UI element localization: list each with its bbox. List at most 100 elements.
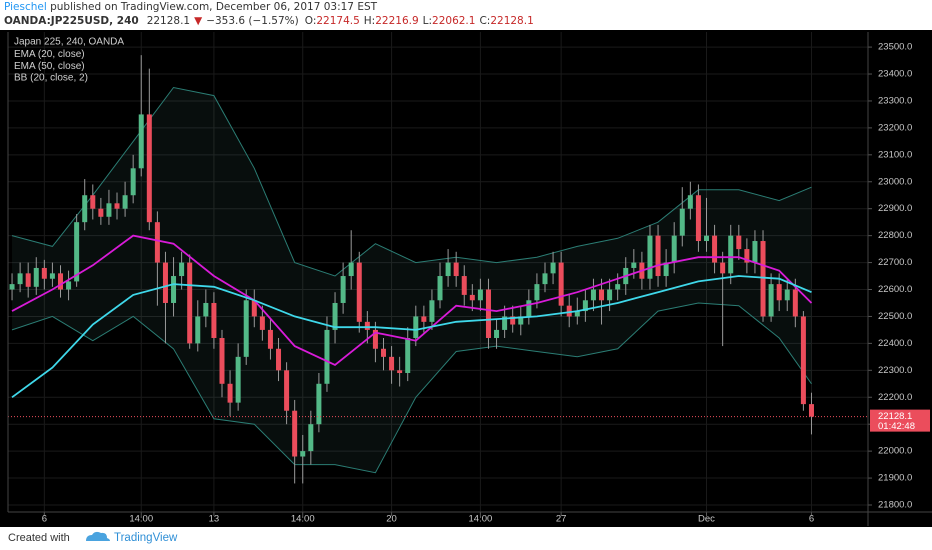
last: 22128.1 [147, 15, 190, 27]
candle-body [526, 300, 532, 317]
y-tick-label: 22000.0 [878, 446, 912, 457]
candle-body [792, 289, 798, 317]
candle-body [405, 337, 411, 374]
candle-body [57, 273, 63, 290]
bb-lower [11, 302, 812, 474]
ema-line [11, 234, 813, 366]
candle-body [712, 235, 718, 263]
down-arrow: ▼ [194, 15, 203, 27]
candle-body [9, 284, 15, 290]
x-tick-label: Dec [698, 514, 715, 525]
candle-body [74, 222, 80, 282]
candle-body [82, 195, 88, 223]
candle-body [461, 276, 467, 295]
candle-body [340, 276, 346, 303]
candle-body [687, 195, 693, 209]
c-value: 22128.1 [490, 15, 533, 27]
legend-entry: EMA (20, close) [14, 49, 85, 60]
plot: 21800.021900.022000.022100.022200.022300… [8, 32, 912, 525]
y-tick-label: 23500.0 [878, 42, 912, 53]
candle-body [784, 289, 790, 301]
y-tick-label: 23400.0 [878, 69, 912, 80]
candle-body [744, 249, 750, 263]
candle-body [348, 262, 354, 277]
y-tick-label: 23100.0 [878, 149, 912, 160]
candle-body [300, 451, 306, 457]
candle-body [364, 321, 370, 330]
c-label: C: [479, 15, 490, 27]
candle-body [114, 203, 120, 209]
candle-body [695, 195, 701, 242]
candle-body [25, 273, 31, 287]
candle-body [324, 329, 330, 384]
candle-body [276, 348, 282, 371]
candle-body [445, 262, 451, 277]
candle-body [477, 289, 483, 301]
candle-body [413, 316, 419, 338]
candle-body [453, 262, 459, 277]
quote-line: OANDA:JP225USD, 240 22128.1 ▼ −353.6 (−1.57… [4, 15, 534, 27]
x-tick-label: 14:00 [291, 514, 315, 525]
y-tick-label: 22200.0 [878, 392, 912, 403]
candle-body [66, 281, 72, 290]
symbol: OANDA:JP225USD, 240 [4, 15, 139, 27]
candle-body [485, 289, 491, 338]
candle-body [130, 168, 136, 196]
h-value: 22216.9 [375, 15, 418, 27]
candle-body [308, 424, 314, 452]
candle-body [49, 273, 55, 279]
candle-body [122, 195, 128, 209]
candle-body [195, 316, 201, 344]
candle-body [162, 262, 168, 303]
candle-body [703, 235, 710, 242]
change: −353.6 (−1.57%) [206, 15, 299, 27]
legend-entry: BB (20, close, 2) [14, 73, 88, 84]
y-tick-label: 22800.0 [878, 230, 912, 241]
candle-body [582, 300, 588, 312]
candle-body [437, 276, 443, 301]
y-tick-label: 22300.0 [878, 365, 912, 376]
candle-body [179, 262, 185, 277]
bb-upper [11, 86, 812, 277]
candle-body [566, 305, 572, 317]
candle-body [267, 329, 273, 349]
candle-body [655, 235, 661, 277]
candle-body [332, 302, 338, 330]
candle-body [138, 114, 144, 169]
candle-body [397, 370, 403, 374]
bb-fill [12, 87, 812, 473]
candle-body [356, 262, 362, 322]
author[interactable]: Pieschel [4, 1, 47, 13]
x-tick-label: 14:00 [129, 514, 153, 525]
ema-line [11, 275, 812, 399]
created-with: Created with [8, 532, 70, 544]
o-value: 22174.5 [316, 15, 359, 27]
candle-body [187, 262, 193, 344]
x-tick-label: 13 [209, 514, 220, 525]
candle-body [372, 329, 378, 349]
brand[interactable]: TradingView [114, 532, 178, 544]
y-tick-label: 22500.0 [878, 311, 912, 322]
candle-body [518, 316, 524, 325]
o-label: O: [305, 15, 317, 27]
candle-body [227, 383, 233, 403]
y-tick-label: 21900.0 [878, 473, 912, 484]
candle-body [671, 235, 677, 263]
legend-title: Japan 225, 240, OANDA [14, 37, 124, 48]
candle-body [494, 329, 500, 338]
candle-body [469, 294, 475, 301]
candle-body [389, 356, 395, 371]
logo-icon[interactable] [86, 531, 110, 541]
candle-body [219, 337, 225, 384]
legend-entry: EMA (50, close) [14, 61, 85, 72]
candle-body [663, 262, 669, 277]
candle-body [316, 383, 322, 425]
candle-body [760, 241, 766, 317]
candle-body [421, 316, 427, 322]
candle-body [90, 195, 96, 209]
candle-body [235, 356, 241, 403]
candle-body [647, 235, 653, 279]
candle-body [171, 276, 177, 303]
y-tick-label: 23200.0 [878, 122, 912, 133]
